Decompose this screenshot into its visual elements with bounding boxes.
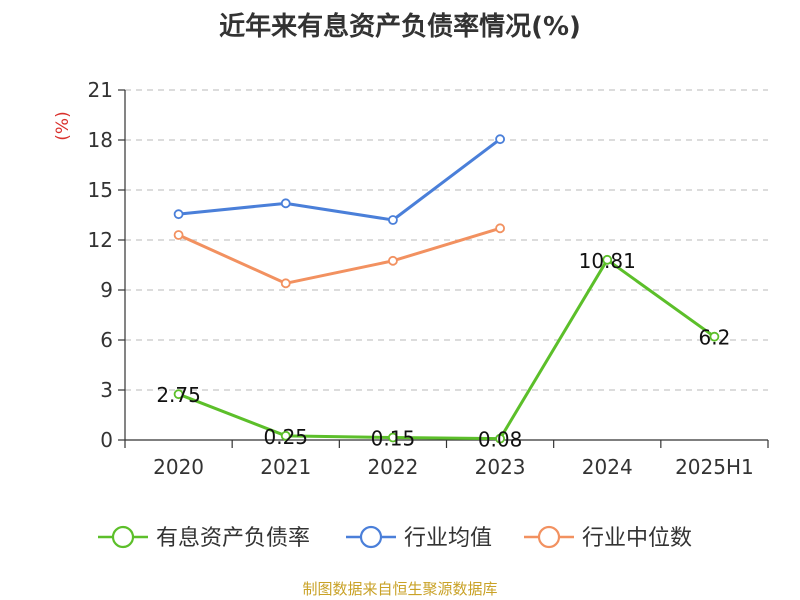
data-point (173, 389, 184, 400)
series-line (178, 137, 501, 222)
data-point (280, 430, 291, 441)
chart-title: 近年来有息资产负债率情况(%) (219, 12, 581, 42)
series (173, 134, 720, 444)
data-label: 0.08 (478, 428, 523, 452)
data-point (173, 230, 184, 240)
gridlines (125, 89, 768, 391)
y-tick-label: 15 (88, 178, 113, 202)
y-tick-label: 18 (88, 128, 113, 152)
data-label: 0.15 (371, 427, 416, 451)
x-tick-label: 2024 (582, 455, 633, 479)
data-point (495, 433, 505, 444)
series-line (177, 226, 501, 285)
data-point (388, 255, 398, 266)
data-point (495, 223, 505, 234)
data-point (280, 198, 291, 209)
x-tick-label: 2021 (260, 455, 311, 479)
x-tick-label: 2023 (475, 455, 526, 479)
data-point (388, 432, 398, 443)
data-point (280, 278, 291, 289)
data-label: 6.2 (699, 326, 731, 350)
data-label: 0.25 (263, 425, 308, 449)
y-tick-label: 6 (100, 328, 113, 352)
legend-marker (537, 525, 561, 549)
y-axis-unit-label: (%) (53, 111, 73, 140)
source-note: 制图数据来自恒生聚源数据库 (302, 580, 498, 598)
y-tick-label: 21 (88, 78, 113, 102)
data-point (388, 215, 398, 225)
x-tick-label: 2022 (367, 455, 418, 479)
data-point (602, 254, 613, 265)
legend: 有息资产负债率 行业均值 行业中位数 (98, 525, 692, 551)
data-point (709, 331, 720, 342)
legend-label: 行业均值 (404, 526, 492, 551)
x-tick-label: 2025H1 (675, 455, 754, 479)
axes: 0 3 6 9 12 15 18 21 2020 2021 2022 2023 2024 2025H1 (88, 78, 769, 479)
series-line (178, 258, 716, 441)
legend-label: 有息资产负债率 (156, 526, 310, 551)
y-tick-label: 12 (88, 228, 113, 252)
data-label: 2.75 (156, 383, 201, 407)
data-label: 10.81 (579, 249, 636, 273)
data-point (495, 134, 505, 145)
legend-label: 行业中位数 (582, 526, 692, 551)
data-labels: 2.75 0.25 0.15 0.08 10.81 6.2 (156, 249, 730, 452)
y-tick-label: 0 (100, 428, 113, 452)
legend-marker (111, 525, 135, 549)
y-tick-label: 9 (100, 278, 113, 302)
legend-marker (359, 525, 383, 549)
data-point (173, 209, 184, 220)
x-tick-label: 2020 (153, 455, 204, 479)
y-tick-label: 3 (100, 378, 113, 402)
